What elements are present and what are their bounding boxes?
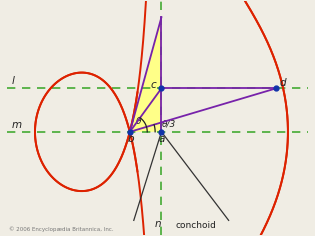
Text: d: d	[279, 78, 286, 88]
Text: m: m	[12, 120, 22, 130]
Text: conchoid: conchoid	[176, 221, 216, 230]
Text: l: l	[12, 76, 15, 86]
Text: θ/3: θ/3	[162, 119, 176, 128]
Text: n: n	[155, 219, 162, 229]
Text: a: a	[159, 134, 165, 144]
Text: c: c	[150, 80, 156, 90]
Text: θ: θ	[135, 117, 141, 126]
Text: b: b	[127, 134, 134, 144]
Polygon shape	[130, 17, 162, 132]
Text: © 2006 Encyclopædia Britannica, Inc.: © 2006 Encyclopædia Britannica, Inc.	[9, 227, 113, 232]
